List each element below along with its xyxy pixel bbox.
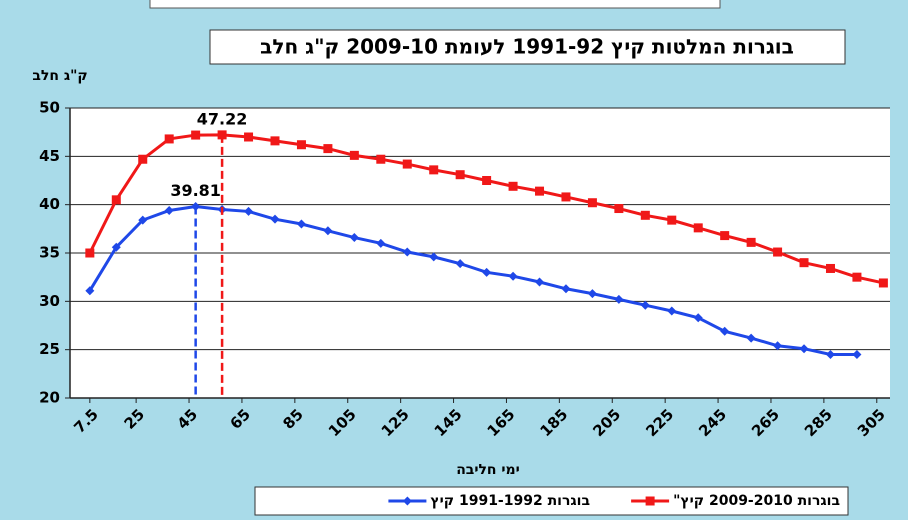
marker [640, 300, 650, 310]
marker [164, 134, 174, 144]
y-tick-label: 25 [39, 340, 60, 358]
marker [799, 344, 809, 354]
legend-marker [645, 496, 655, 506]
marker [402, 159, 412, 169]
marker [349, 150, 359, 160]
marker [138, 154, 148, 164]
x-axis-label: ימי חליבה [456, 462, 520, 478]
marker [429, 252, 439, 262]
marker [402, 247, 412, 257]
marker [535, 277, 545, 287]
marker [614, 294, 624, 304]
marker [720, 231, 730, 241]
marker [376, 154, 386, 164]
marker [85, 248, 95, 258]
title-box [209, 29, 846, 65]
marker [852, 350, 862, 359]
y-tick-label: 40 [39, 195, 60, 213]
marker [773, 247, 783, 257]
marker [587, 198, 597, 208]
marker [693, 223, 703, 233]
marker [773, 341, 783, 351]
y-tick-label: 20 [39, 389, 60, 407]
marker [482, 176, 492, 185]
marker [270, 214, 280, 224]
marker [164, 205, 174, 215]
marker [508, 271, 518, 281]
marker [640, 210, 650, 220]
marker [482, 267, 492, 277]
marker [535, 186, 545, 196]
legend-label: בוגרות 1991-1992 קיץ [430, 493, 590, 509]
marker [111, 195, 121, 205]
marker [587, 289, 597, 299]
marker [270, 136, 280, 146]
marker [111, 242, 121, 252]
marker [244, 132, 254, 142]
marker [852, 272, 862, 282]
marker [561, 284, 571, 294]
marker [746, 237, 756, 247]
legend-label: בוגרות 2009-2010 קיץ" [673, 493, 840, 509]
marker [323, 144, 333, 154]
legend-marker [402, 496, 412, 506]
marker [296, 140, 306, 150]
marker [244, 206, 254, 216]
y-tick-label: 45 [39, 147, 60, 165]
y-tick-label: 50 [39, 99, 60, 117]
data-label: 39.81 [170, 181, 221, 200]
y-axis-label: ק"ג חלב [32, 68, 87, 84]
marker [561, 192, 571, 202]
data-label: 47.22 [197, 109, 248, 128]
marker [455, 259, 465, 269]
marker [191, 130, 201, 140]
marker [667, 306, 677, 316]
marker [746, 333, 756, 343]
marker [825, 350, 835, 359]
marker [376, 238, 386, 248]
series-line [88, 204, 857, 356]
marker [508, 181, 518, 191]
legend-box [254, 486, 849, 516]
marker [878, 278, 888, 288]
marker [455, 170, 465, 180]
marker [429, 165, 439, 175]
chart-title: בוגרות המלטות קיץ 1991-92 לעומת 2009-10 … [260, 35, 794, 59]
marker [296, 219, 306, 229]
marker [85, 286, 95, 296]
marker [825, 263, 835, 273]
marker [799, 258, 809, 268]
y-tick-label: 35 [39, 244, 60, 262]
marker [667, 215, 677, 225]
marker [614, 204, 624, 214]
marker [323, 226, 333, 236]
marker [138, 215, 148, 225]
toolbar-box [149, 0, 721, 9]
marker [720, 326, 730, 336]
marker [349, 233, 359, 243]
marker [693, 313, 703, 323]
y-tick-label: 30 [39, 292, 60, 310]
